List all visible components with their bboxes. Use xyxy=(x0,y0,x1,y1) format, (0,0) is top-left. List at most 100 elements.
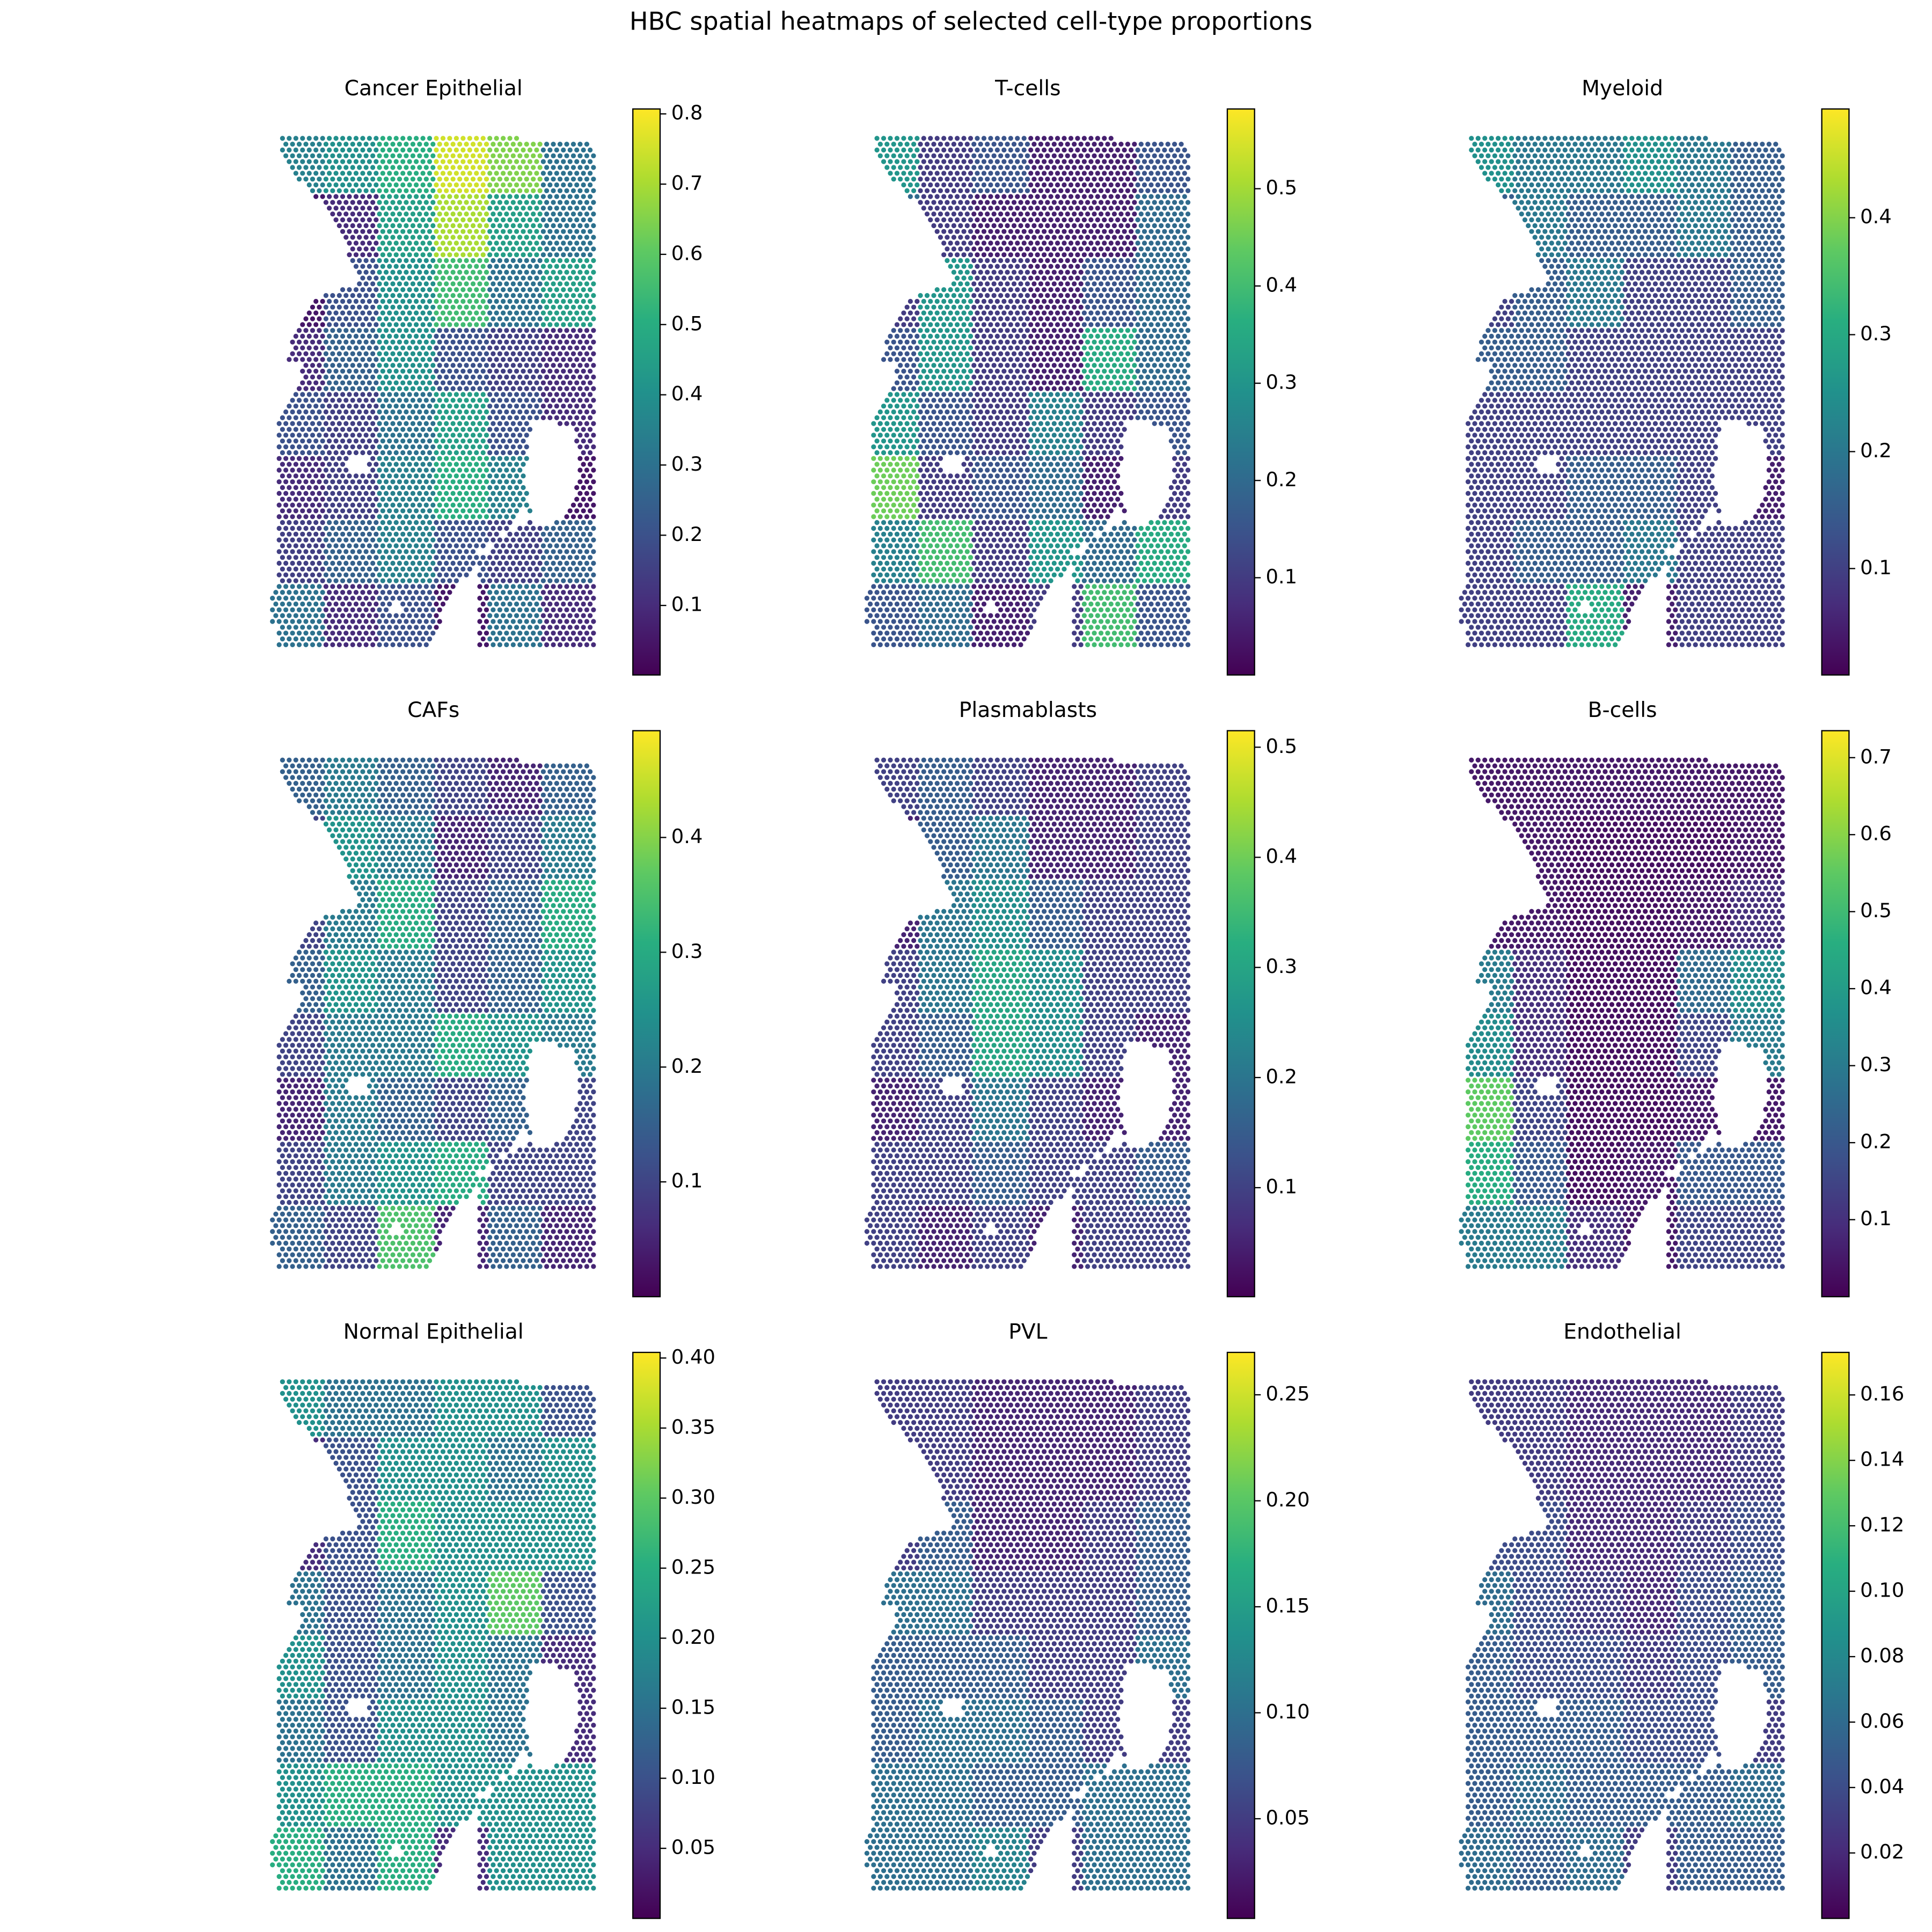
spot xyxy=(313,299,318,304)
spot xyxy=(501,159,506,164)
spot xyxy=(494,194,499,199)
spot xyxy=(451,235,456,240)
spot xyxy=(350,200,355,204)
spot xyxy=(564,281,569,286)
spot xyxy=(588,287,592,292)
spot xyxy=(350,211,355,216)
spot xyxy=(394,206,399,210)
spot xyxy=(487,287,492,292)
spot xyxy=(561,182,566,187)
spot xyxy=(404,165,408,170)
spot xyxy=(430,258,435,263)
spot xyxy=(464,177,469,181)
spot xyxy=(441,275,445,280)
spot xyxy=(544,246,549,251)
spot xyxy=(494,182,499,187)
spot xyxy=(343,142,348,147)
spot xyxy=(568,194,573,199)
spot xyxy=(551,200,555,204)
spot xyxy=(447,240,452,245)
spot xyxy=(357,235,362,240)
spot xyxy=(424,246,429,251)
spot xyxy=(320,171,325,175)
spot xyxy=(554,217,559,222)
spot xyxy=(494,275,499,280)
spot xyxy=(377,211,382,216)
spot xyxy=(511,211,516,216)
spot xyxy=(437,235,442,240)
spot xyxy=(434,182,438,187)
spot xyxy=(324,305,328,310)
spot xyxy=(320,194,325,199)
spot xyxy=(477,188,482,193)
spot xyxy=(471,270,475,275)
spot xyxy=(414,194,419,199)
spot xyxy=(558,258,562,263)
spot xyxy=(384,281,389,286)
spot xyxy=(474,148,479,152)
spot xyxy=(538,153,543,158)
spot xyxy=(394,217,399,222)
spot xyxy=(524,200,529,204)
spot xyxy=(404,293,408,298)
spot xyxy=(494,171,499,175)
spot xyxy=(544,153,549,158)
spot xyxy=(477,223,482,228)
spot xyxy=(591,293,596,298)
spot xyxy=(424,211,429,216)
spot xyxy=(451,165,456,170)
spot xyxy=(400,275,405,280)
spot xyxy=(491,293,495,298)
spot xyxy=(491,153,495,158)
spot xyxy=(491,281,495,286)
spot xyxy=(337,211,342,216)
spot xyxy=(414,171,419,175)
spot xyxy=(511,223,516,228)
spot xyxy=(347,148,352,152)
spot xyxy=(568,206,573,210)
spot xyxy=(521,159,525,164)
spot xyxy=(487,275,492,280)
spot xyxy=(390,200,395,204)
spot xyxy=(541,206,546,210)
spot xyxy=(577,305,582,310)
spot xyxy=(474,206,479,210)
spot xyxy=(333,182,338,187)
spot xyxy=(417,223,422,228)
spot xyxy=(574,299,579,304)
spot xyxy=(404,223,408,228)
spot xyxy=(441,194,445,199)
spot xyxy=(541,159,546,164)
spot xyxy=(588,159,592,164)
spot xyxy=(327,299,332,304)
spot xyxy=(437,142,442,147)
spot xyxy=(464,235,469,240)
spot xyxy=(430,200,435,204)
spot xyxy=(367,182,372,187)
spot xyxy=(571,211,576,216)
spot xyxy=(384,211,389,216)
spot xyxy=(324,177,328,181)
spot xyxy=(297,177,302,181)
spot xyxy=(320,299,325,304)
spot xyxy=(571,270,576,275)
spot xyxy=(531,142,536,147)
spot xyxy=(584,270,589,275)
spot xyxy=(387,240,392,245)
spot xyxy=(477,281,482,286)
spot xyxy=(561,299,566,304)
spot xyxy=(460,171,465,175)
spot xyxy=(588,275,592,280)
spot xyxy=(484,293,489,298)
spot xyxy=(464,281,469,286)
spot xyxy=(538,305,543,310)
spot xyxy=(434,148,438,152)
spot xyxy=(407,252,412,257)
spot xyxy=(481,287,486,292)
spot xyxy=(454,217,459,222)
spot xyxy=(347,229,352,234)
spot xyxy=(501,229,506,234)
spot xyxy=(444,246,449,251)
spot xyxy=(534,275,539,280)
spot xyxy=(554,252,559,257)
